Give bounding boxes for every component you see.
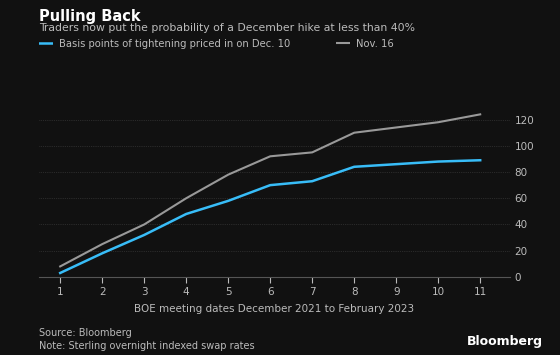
- Text: Nov. 16: Nov. 16: [356, 39, 393, 49]
- Text: Source: Bloomberg: Source: Bloomberg: [39, 328, 132, 338]
- Text: Note: Sterling overnight indexed swap rates: Note: Sterling overnight indexed swap ra…: [39, 341, 255, 351]
- Text: Basis points of tightening priced in on Dec. 10: Basis points of tightening priced in on …: [59, 39, 290, 49]
- Text: Traders now put the probability of a December hike at less than 40%: Traders now put the probability of a Dec…: [39, 23, 415, 33]
- X-axis label: BOE meeting dates December 2021 to February 2023: BOE meeting dates December 2021 to Febru…: [134, 304, 414, 314]
- Text: Pulling Back: Pulling Back: [39, 9, 141, 24]
- Text: Bloomberg: Bloomberg: [467, 335, 543, 348]
